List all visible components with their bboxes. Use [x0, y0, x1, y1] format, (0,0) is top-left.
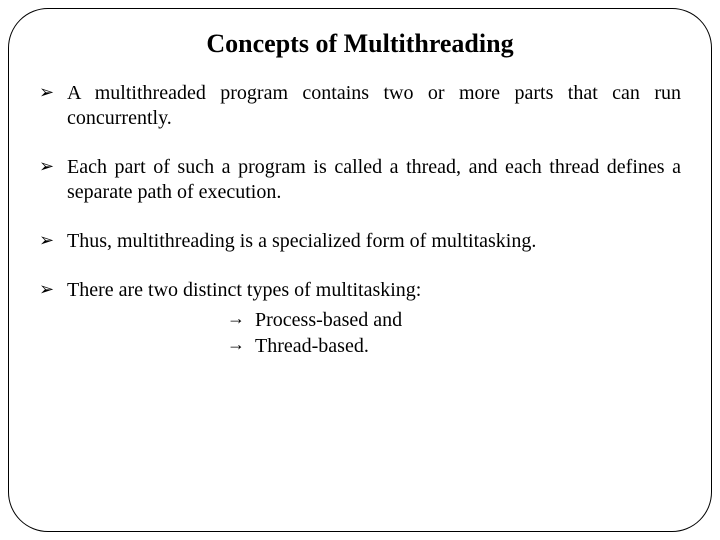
bullet-item: There are two distinct types of multitas… — [39, 278, 681, 359]
bullet-text: Thus, multithreading is a specialized fo… — [67, 230, 536, 252]
bullet-item: Thus, multithreading is a specialized fo… — [39, 229, 681, 254]
bullet-text: A multithreaded program contains two or … — [67, 82, 681, 129]
sub-item: Process-based and — [227, 307, 681, 333]
bullet-text: There are two distinct types of multitas… — [67, 279, 421, 301]
sub-item-text: Thread-based. — [255, 335, 369, 357]
sub-item-text: Process-based and — [255, 309, 402, 331]
sub-list: Process-based and Thread-based. — [227, 307, 681, 359]
slide-title: Concepts of Multithreading — [39, 29, 681, 59]
slide-frame: Concepts of Multithreading A multithread… — [8, 8, 712, 532]
bullet-item: A multithreaded program contains two or … — [39, 81, 681, 131]
bullet-list: A multithreaded program contains two or … — [39, 81, 681, 359]
bullet-text: Each part of such a program is called a … — [67, 156, 681, 203]
sub-item: Thread-based. — [227, 333, 681, 359]
bullet-item: Each part of such a program is called a … — [39, 155, 681, 205]
